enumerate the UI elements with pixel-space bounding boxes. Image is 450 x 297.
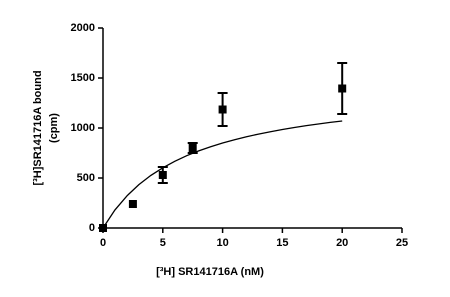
point [99,224,107,232]
point [128,200,137,208]
fit-curve [102,120,343,229]
y-tick-label: 2000 [71,22,95,34]
y-axis-label: [³H]SR141716A bound [32,70,44,185]
x-tick-label: 5 [160,237,166,249]
y-tick-label: 500 [77,172,95,184]
x-tick-label: 10 [216,237,228,249]
point [218,105,227,114]
y-tick-label: 1000 [71,122,95,134]
x-tick-label: 0 [100,237,106,249]
x-axis-label: [³H] SR141716A (nM) [156,266,264,278]
y-axis-label: (cpm) [48,113,60,143]
x-tick-label: 15 [276,237,288,249]
point [158,171,167,179]
x-tick-label: 20 [336,237,348,249]
y-tick-label: 1500 [71,72,95,84]
y-tick-label: 0 [89,222,95,234]
point [188,144,197,152]
point [338,84,347,93]
x-tick-label: 25 [396,237,408,249]
